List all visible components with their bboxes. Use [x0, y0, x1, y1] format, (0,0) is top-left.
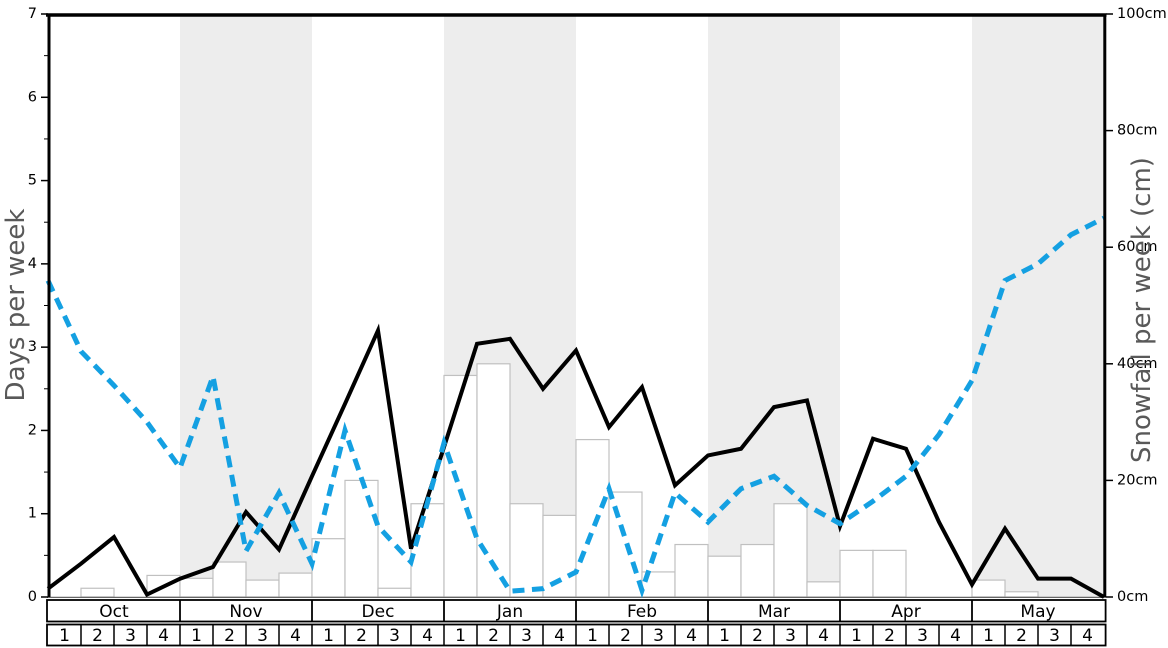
snowfall-bar — [245, 579, 280, 598]
snowfall-bar — [707, 555, 742, 598]
week-label: 4 — [950, 626, 961, 646]
week-label: 4 — [290, 626, 301, 646]
week-label: 3 — [521, 626, 532, 646]
left-tick-label: 6 — [28, 89, 37, 105]
week-label: 4 — [818, 626, 829, 646]
right-tick-label: 80cm — [1117, 123, 1158, 139]
month-label: Dec — [362, 602, 395, 622]
month-label: Apr — [891, 602, 920, 622]
snowfall-bar — [806, 581, 841, 598]
week-label: 1 — [191, 626, 202, 646]
week-label: 4 — [422, 626, 433, 646]
week-label: 1 — [455, 626, 466, 646]
left-tick-label: 7 — [28, 6, 37, 22]
week-label: 4 — [554, 626, 565, 646]
week-label: 3 — [917, 626, 928, 646]
left-tick-label: 4 — [28, 256, 37, 272]
snowfall-bar — [344, 479, 379, 598]
week-label: 3 — [389, 626, 400, 646]
week-label: 3 — [1049, 626, 1060, 646]
snowfall-bar — [971, 579, 1006, 598]
snowfall-bar — [80, 587, 115, 598]
snowfall-bar — [377, 587, 412, 598]
week-label: 2 — [620, 626, 631, 646]
week-label: 4 — [158, 626, 169, 646]
snowfall-bar — [179, 577, 214, 598]
week-label: 4 — [1082, 626, 1093, 646]
week-label: 2 — [884, 626, 895, 646]
month-label: Oct — [99, 602, 129, 622]
right-tick-label: 20cm — [1117, 472, 1158, 488]
week-label: 2 — [752, 626, 763, 646]
right-tick-label: 40cm — [1117, 356, 1158, 372]
week-label: 1 — [59, 626, 70, 646]
snowfall-bar — [278, 572, 313, 598]
snowfall-bar — [872, 549, 907, 598]
snowfall-bar — [476, 363, 511, 598]
week-label: 2 — [1016, 626, 1027, 646]
week-label: 2 — [92, 626, 103, 646]
month-label: Mar — [758, 602, 790, 622]
week-label: 2 — [356, 626, 367, 646]
left-tick-label: 1 — [28, 506, 37, 522]
left-tick-label: 0 — [28, 589, 37, 605]
snowfall-bar — [674, 543, 709, 598]
snowfall-bar — [740, 543, 775, 598]
month-label: Nov — [229, 602, 262, 622]
dashed-trend-line — [45, 215, 1106, 599]
week-label: 1 — [587, 626, 598, 646]
left-tick-label: 3 — [28, 339, 37, 355]
snowy-days-line — [46, 323, 1105, 599]
week-label: 1 — [983, 626, 994, 646]
snowfall-bar — [542, 514, 577, 598]
left-axis-label: Days per week — [1, 209, 31, 402]
week-label: 1 — [719, 626, 730, 646]
left-tick-label: 5 — [28, 173, 37, 189]
week-label: 1 — [851, 626, 862, 646]
month-band-may — [972, 16, 1104, 597]
right-axis-label: Snowfall per week (cm) — [1127, 157, 1157, 463]
month-label: Feb — [627, 602, 657, 622]
right-tick-label: 100cm — [1117, 6, 1167, 22]
snowfall-bar — [839, 549, 874, 598]
snowfall-bar — [509, 503, 544, 598]
week-label: 3 — [257, 626, 268, 646]
snowfall-bar — [443, 374, 478, 598]
month-label: May — [1020, 602, 1055, 622]
snowfall-bar — [773, 503, 808, 598]
week-label: 4 — [686, 626, 697, 646]
left-tick-label: 2 — [28, 422, 37, 438]
snowfall-bar — [575, 438, 610, 598]
week-label: 3 — [653, 626, 664, 646]
week-label: 1 — [323, 626, 334, 646]
month-label: Jan — [496, 602, 523, 622]
month-band-nov — [180, 16, 312, 597]
snowfall-bar — [410, 503, 445, 598]
week-label: 3 — [125, 626, 136, 646]
week-label: 3 — [785, 626, 796, 646]
snowfall-bar — [1004, 591, 1039, 598]
week-label: 2 — [224, 626, 235, 646]
week-label: 2 — [488, 626, 499, 646]
snowfall-bar — [212, 561, 247, 598]
right-tick-label: 60cm — [1117, 239, 1158, 255]
right-tick-label: 0cm — [1117, 589, 1148, 605]
month-band-mar — [708, 16, 840, 597]
